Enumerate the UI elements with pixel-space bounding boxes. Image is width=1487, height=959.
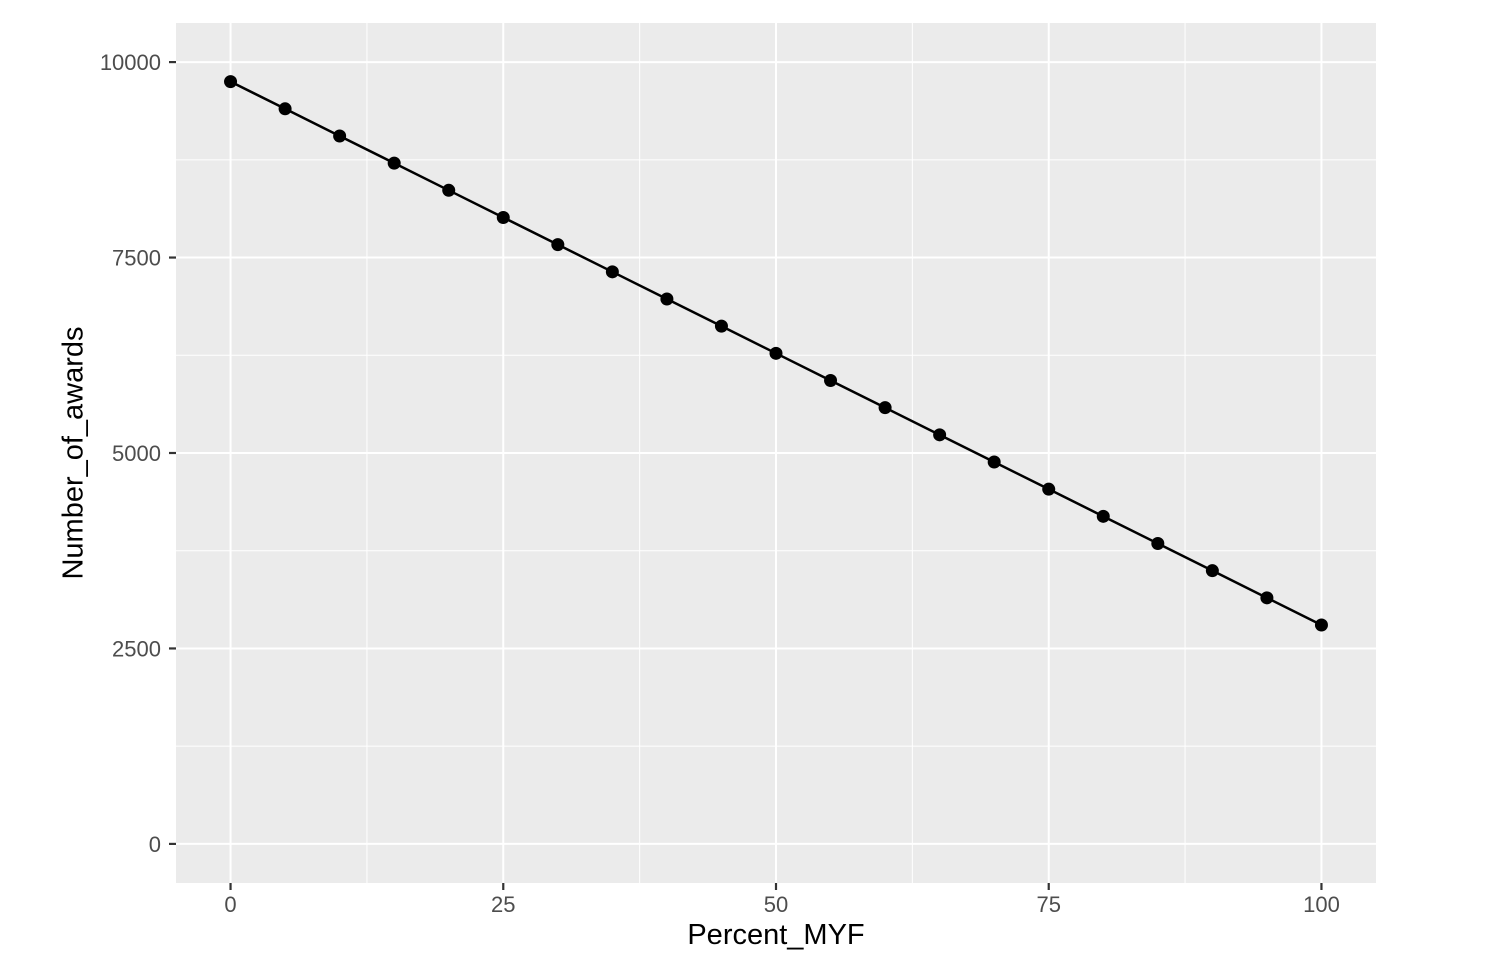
y-tick-label: 10000	[100, 50, 161, 75]
y-axis-title: Number_of_awards	[57, 326, 90, 580]
data-point	[278, 102, 292, 116]
y-tick-label: 2500	[112, 636, 161, 661]
data-point	[769, 346, 783, 360]
y-tick-label: 0	[149, 832, 161, 857]
x-tick-label: 50	[764, 892, 788, 917]
data-point	[333, 129, 347, 143]
data-point	[933, 428, 947, 442]
y-tick-label: 5000	[112, 441, 161, 466]
x-tick-label: 100	[1303, 892, 1340, 917]
data-point	[224, 75, 238, 89]
y-tick-label: 7500	[112, 246, 161, 271]
data-point	[605, 265, 619, 279]
data-point	[551, 238, 565, 252]
data-point	[1205, 564, 1219, 578]
data-point	[878, 401, 892, 415]
x-tick-label: 25	[491, 892, 515, 917]
data-point	[1314, 618, 1328, 632]
x-tick-label: 0	[224, 892, 236, 917]
data-point	[824, 373, 838, 387]
data-point	[387, 156, 401, 170]
data-point	[714, 319, 728, 333]
data-point	[496, 210, 510, 224]
data-point	[1151, 536, 1165, 550]
data-point	[1260, 591, 1274, 605]
data-point	[442, 183, 456, 197]
data-point	[1096, 509, 1110, 523]
x-tick-label: 75	[1036, 892, 1060, 917]
data-point	[1042, 482, 1056, 496]
x-axis-title: Percent_MYF	[687, 919, 865, 951]
data-point	[987, 455, 1001, 469]
data-point	[660, 292, 674, 306]
